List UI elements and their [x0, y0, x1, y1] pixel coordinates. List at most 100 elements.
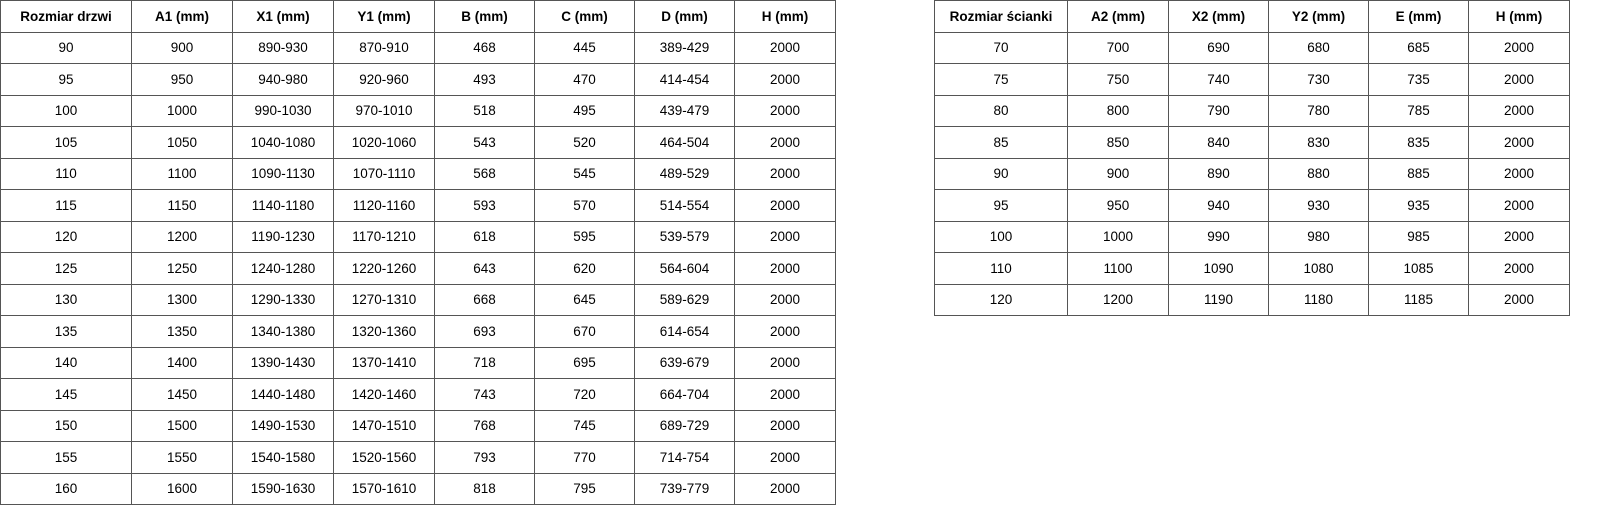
table-cell: 468: [434, 31, 535, 64]
table-cell: 1100: [131, 157, 233, 190]
table-cell: 493: [434, 63, 535, 96]
table-row: 85 850 840 830 835 2000: [934, 126, 1570, 159]
header-row: Rozmiar drzwi A1 (mm) X1 (mm) Y1 (mm) B (mm)…: [0, 0, 836, 33]
table-cell: 2000: [1468, 126, 1570, 159]
table-row: 95 950 940 930 935 2000: [934, 189, 1570, 222]
table-cell: 125: [0, 252, 132, 285]
table-cell: 2000: [1468, 283, 1570, 316]
table-row: 155 1550 1540-1580 1520-1560 793 770 714-754 20…: [0, 441, 836, 474]
table-cell: 1240-1280: [232, 252, 334, 285]
table-cell: 2000: [734, 378, 836, 411]
table-cell: 990: [1168, 220, 1269, 253]
column-header: E (mm): [1368, 0, 1469, 33]
table-cell: 570: [534, 189, 635, 222]
table-cell: 593: [434, 189, 535, 222]
table-cell: 930: [1268, 189, 1369, 222]
table-row: 110 1100 1090-1130 1070-1110 568 545 489-529 20…: [0, 157, 836, 190]
table-cell: 690: [1168, 31, 1269, 64]
header-row: Rozmiar ścianki A2 (mm) X2 (mm) Y2 (mm) E (m…: [934, 0, 1570, 33]
table-cell: 2000: [1468, 252, 1570, 285]
table-cell: 800: [1067, 94, 1169, 127]
column-header: C (mm): [534, 0, 635, 33]
table-row: 70 700 690 680 685 2000: [934, 31, 1570, 64]
table-cell: 2000: [1468, 220, 1570, 253]
table-cell: 700: [1067, 31, 1169, 64]
table-cell: 890: [1168, 157, 1269, 190]
table-cell: 2000: [734, 189, 836, 222]
table-row: 150 1500 1490-1530 1470-1510 768 745 689-729 20…: [0, 409, 836, 442]
table-cell: 1520-1560: [333, 441, 435, 474]
table-cell: 2000: [1468, 63, 1570, 96]
table-cell: 539-579: [634, 220, 735, 253]
table-cell: 718: [434, 346, 535, 379]
table-row: 90 900 890-930 870-910 468 445 389-429 2000: [0, 31, 836, 64]
table-cell: 464-504: [634, 126, 735, 159]
table-cell: 1300: [131, 283, 233, 316]
column-header: H (mm): [1468, 0, 1570, 33]
table-cell: 1350: [131, 315, 233, 348]
table-cell: 880: [1268, 157, 1369, 190]
table-cell: 830: [1268, 126, 1369, 159]
table-cell: 780: [1268, 94, 1369, 127]
table-row: 140 1400 1390-1430 1370-1410 718 695 639-679 20…: [0, 346, 836, 379]
table-cell: 2000: [734, 220, 836, 253]
table-cell: 1600: [131, 472, 233, 505]
table-cell: 680: [1268, 31, 1369, 64]
table-cell: 835: [1368, 126, 1469, 159]
table-cell: 1340-1380: [232, 315, 334, 348]
table-cell: 564-604: [634, 252, 735, 285]
table-cell: 1090: [1168, 252, 1269, 285]
table-row: 130 1300 1290-1330 1270-1310 668 645 589-629 20…: [0, 283, 836, 316]
table-cell: 790: [1168, 94, 1269, 127]
table-row: 125 1250 1240-1280 1220-1260 643 620 564-604 20…: [0, 252, 836, 285]
table-cell: 1190-1230: [232, 220, 334, 253]
table-cell: 1180: [1268, 283, 1369, 316]
table-cell: 95: [934, 189, 1068, 222]
table-cell: 785: [1368, 94, 1469, 127]
table-row: 135 1350 1340-1380 1320-1360 693 670 614-654 20…: [0, 315, 836, 348]
table-cell: 489-529: [634, 157, 735, 190]
table-cell: 105: [0, 126, 132, 159]
table-cell: 1040-1080: [232, 126, 334, 159]
table-cell: 1085: [1368, 252, 1469, 285]
table-row: 90 900 890 880 885 2000: [934, 157, 1570, 190]
table-cell: 2000: [734, 315, 836, 348]
table-cell: 2000: [734, 346, 836, 379]
table-cell: 990-1030: [232, 94, 334, 127]
table-cell: 885: [1368, 157, 1469, 190]
table-cell: 514-554: [634, 189, 735, 222]
table-cell: 890-930: [232, 31, 334, 64]
table-cell: 445: [534, 31, 635, 64]
table-cell: 935: [1368, 189, 1469, 222]
table-cell: 970-1010: [333, 94, 435, 127]
table-cell: 1220-1260: [333, 252, 435, 285]
table-cell: 689-729: [634, 409, 735, 442]
table-cell: 1140-1180: [232, 189, 334, 222]
table-row: 120 1200 1190 1180 1185 2000: [934, 283, 1570, 316]
table-cell: 870-910: [333, 31, 435, 64]
table-cell: 130: [0, 283, 132, 316]
table-cell: 2000: [734, 94, 836, 127]
table-cell: 1400: [131, 346, 233, 379]
table-cell: 1320-1360: [333, 315, 435, 348]
table-row: 160 1600 1590-1630 1570-1610 818 795 739-779 20…: [0, 472, 836, 505]
table-cell: 135: [0, 315, 132, 348]
column-header: H (mm): [734, 0, 836, 33]
table-cell: 1540-1580: [232, 441, 334, 474]
table-cell: 620: [534, 252, 635, 285]
table-cell: 545: [534, 157, 635, 190]
door-size-table: Rozmiar drzwi A1 (mm) X1 (mm) Y1 (mm) B (mm)…: [0, 0, 836, 505]
table-cell: 140: [0, 346, 132, 379]
table-cell: 618: [434, 220, 535, 253]
table-cell: 793: [434, 441, 535, 474]
table-cell: 768: [434, 409, 535, 442]
table-cell: 1450: [131, 378, 233, 411]
table-cell: 693: [434, 315, 535, 348]
table-row: 145 1450 1440-1480 1420-1460 743 720 664-704 20…: [0, 378, 836, 411]
table-cell: 115: [0, 189, 132, 222]
table-cell: 950: [1067, 189, 1169, 222]
table-cell: 90: [0, 31, 132, 64]
table-cell: 1020-1060: [333, 126, 435, 159]
table-cell: 950: [131, 63, 233, 96]
column-header: A1 (mm): [131, 0, 233, 33]
